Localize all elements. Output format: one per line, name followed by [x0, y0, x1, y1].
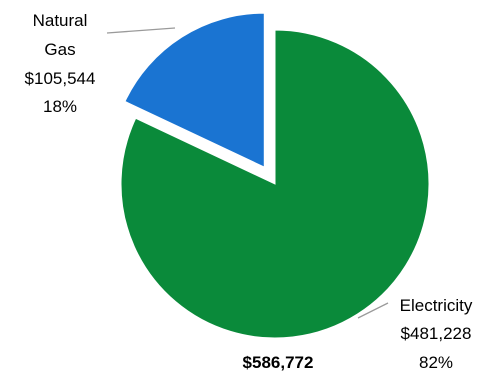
- slice-label-natural-gas-name-2: Gas: [44, 40, 75, 59]
- pie-slices: [120, 12, 430, 339]
- slice-label-natural-gas-name-1: Natural: [33, 11, 88, 30]
- leader-line-natural-gas: [106, 27, 176, 34]
- slice-label-natural-gas-percent: 18%: [43, 97, 77, 116]
- total-label: $586,772: [243, 353, 314, 372]
- slice-label-electricity-percent: 82%: [419, 353, 453, 372]
- slice-label-natural-gas-value: $105,544: [25, 69, 96, 88]
- pie-slice-natural-gas: [124, 12, 265, 168]
- slice-label-electricity-value: $481,228: [401, 324, 472, 343]
- leader-line-electricity: [357, 302, 389, 319]
- pie-slice-electricity: [120, 29, 430, 339]
- slice-label-electricity-name: Electricity: [400, 296, 473, 315]
